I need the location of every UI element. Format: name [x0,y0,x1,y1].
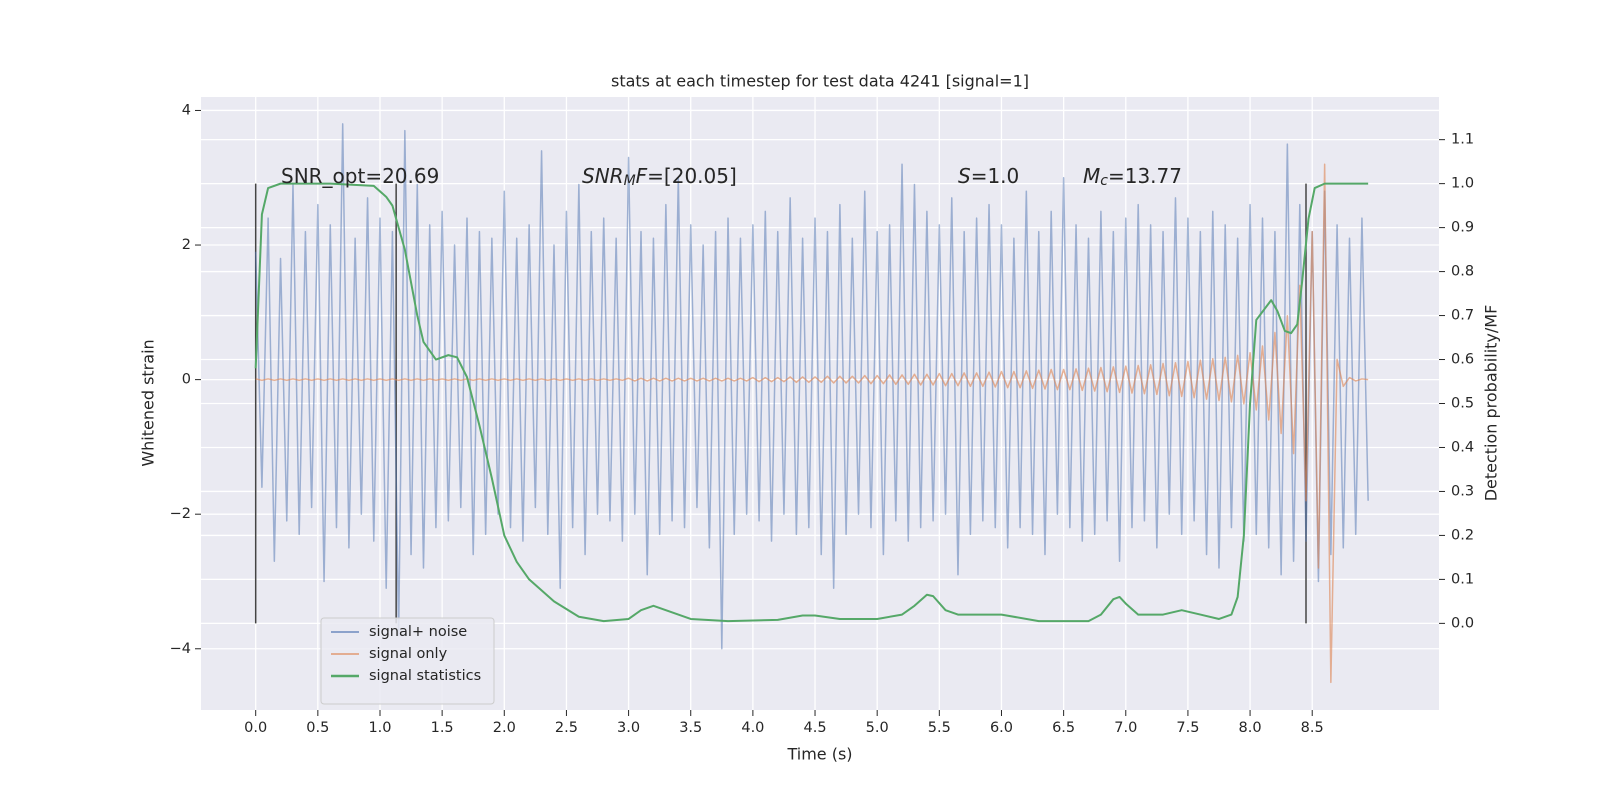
x-axis-label: Time (s) [786,745,852,764]
x-tick-label: 2.0 [493,720,516,736]
y2-tick-label: 0.5 [1451,396,1474,412]
x-tick-label: 8.0 [1239,720,1262,736]
y2-tick-label: 0.6 [1451,352,1474,368]
x-tick-label: 1.5 [431,720,454,736]
series-line [255,163,1369,684]
y2-tick-label: 0.9 [1451,220,1474,236]
annotation: S=1.0 [958,164,1019,188]
annotation-part: M [1083,164,1100,188]
annotation-part: =13.77 [1108,164,1182,188]
x-tick-label: 4.0 [741,720,764,736]
x-tick-label: 0.5 [306,720,329,736]
x-tick-label: 8.5 [1301,720,1324,736]
chart-title: stats at each timestep for test data 424… [611,72,1029,91]
y2-tick-label: 0.2 [1451,527,1474,543]
x-tick-label: 6.0 [990,720,1013,736]
y-tick-label: 2 [182,237,191,253]
y-axis-label: Whitened strain [139,339,158,466]
annotation: SNRMF=[20.05] [582,164,737,190]
x-tick-label: 7.0 [1114,720,1137,736]
annotation-part: =[20.05] [647,164,737,188]
y-tick-label: −4 [170,641,191,657]
series-line [254,123,1369,650]
y2-tick-label: 1.0 [1451,176,1474,192]
y2-tick-label: 0.4 [1451,439,1474,455]
x-tick-label: 4.5 [803,720,826,736]
y-tick-label: 0 [182,372,191,388]
annotation-part: S [958,164,971,188]
y-tick-label: −2 [170,506,191,522]
annotation-part: SNR [582,164,624,188]
y2-tick-label: 0.0 [1451,615,1474,631]
legend-label: signal+ noise [369,624,467,640]
annotation-part: F [636,164,648,188]
x-tick-label: 6.5 [1052,720,1075,736]
x-tick-label: 5.5 [928,720,951,736]
annotation: SNR_opt=20.69 [281,164,439,188]
y-tick-label: 4 [182,102,191,118]
legend-label: signal only [369,646,448,662]
annotation-part: =1.0 [971,164,1020,188]
y2-tick-label: 0.8 [1451,264,1474,280]
series-line [254,182,1369,623]
x-tick-label: 0.0 [244,720,267,736]
annotation-part: M [624,173,636,189]
x-tick-label: 5.0 [866,720,889,736]
y2-tick-label: 1.1 [1451,132,1474,148]
x-tick-label: 1.0 [368,720,391,736]
y2-axis-label: Detection probability/MF [1482,305,1501,502]
annotation: Mc=13.77 [1083,164,1182,190]
legend-box [320,617,495,705]
annotation-part: c [1100,173,1108,189]
annotation-part: SNR_opt=20.69 [281,164,439,188]
x-tick-label: 7.5 [1176,720,1199,736]
y2-tick-label: 0.7 [1451,308,1474,324]
legend-label: signal statistics [369,668,481,684]
x-tick-label: 3.0 [617,720,640,736]
y2-tick-label: 0.1 [1451,571,1474,587]
x-tick-label: 2.5 [555,720,578,736]
y2-tick-label: 0.3 [1451,483,1474,499]
x-tick-label: 3.5 [679,720,702,736]
